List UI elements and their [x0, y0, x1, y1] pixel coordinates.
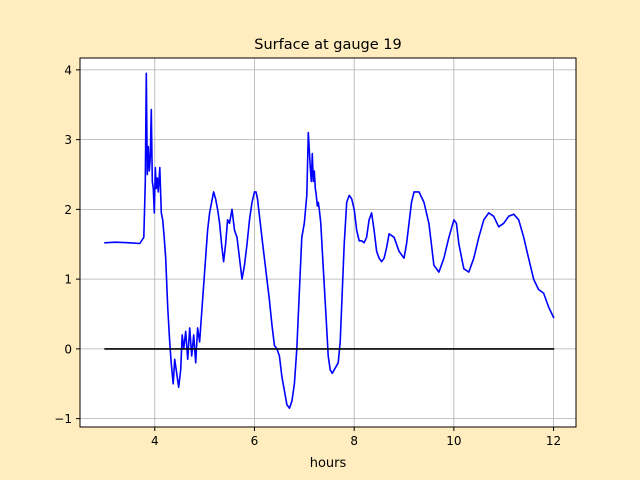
x-tick-label: 4 [151, 434, 159, 448]
y-tick-label: 4 [64, 63, 72, 77]
y-tick-label: −1 [54, 412, 72, 426]
x-tick-label: 10 [446, 434, 461, 448]
y-tick-label: 2 [64, 203, 72, 217]
y-tick-label: 1 [64, 273, 72, 287]
x-tick-label: 8 [350, 434, 358, 448]
x-tick-label: 6 [251, 434, 259, 448]
y-tick-label: 0 [64, 342, 72, 356]
x-axis-label: hours [310, 456, 347, 471]
y-tick-label: 3 [64, 133, 72, 147]
surface-elevation-line [104, 72, 555, 410]
series-group [104, 72, 555, 410]
chart-title: Surface at gauge 19 [254, 37, 402, 53]
plot-area [80, 58, 576, 427]
plot-frame [79, 57, 577, 428]
x-tick-label: 12 [546, 434, 561, 448]
